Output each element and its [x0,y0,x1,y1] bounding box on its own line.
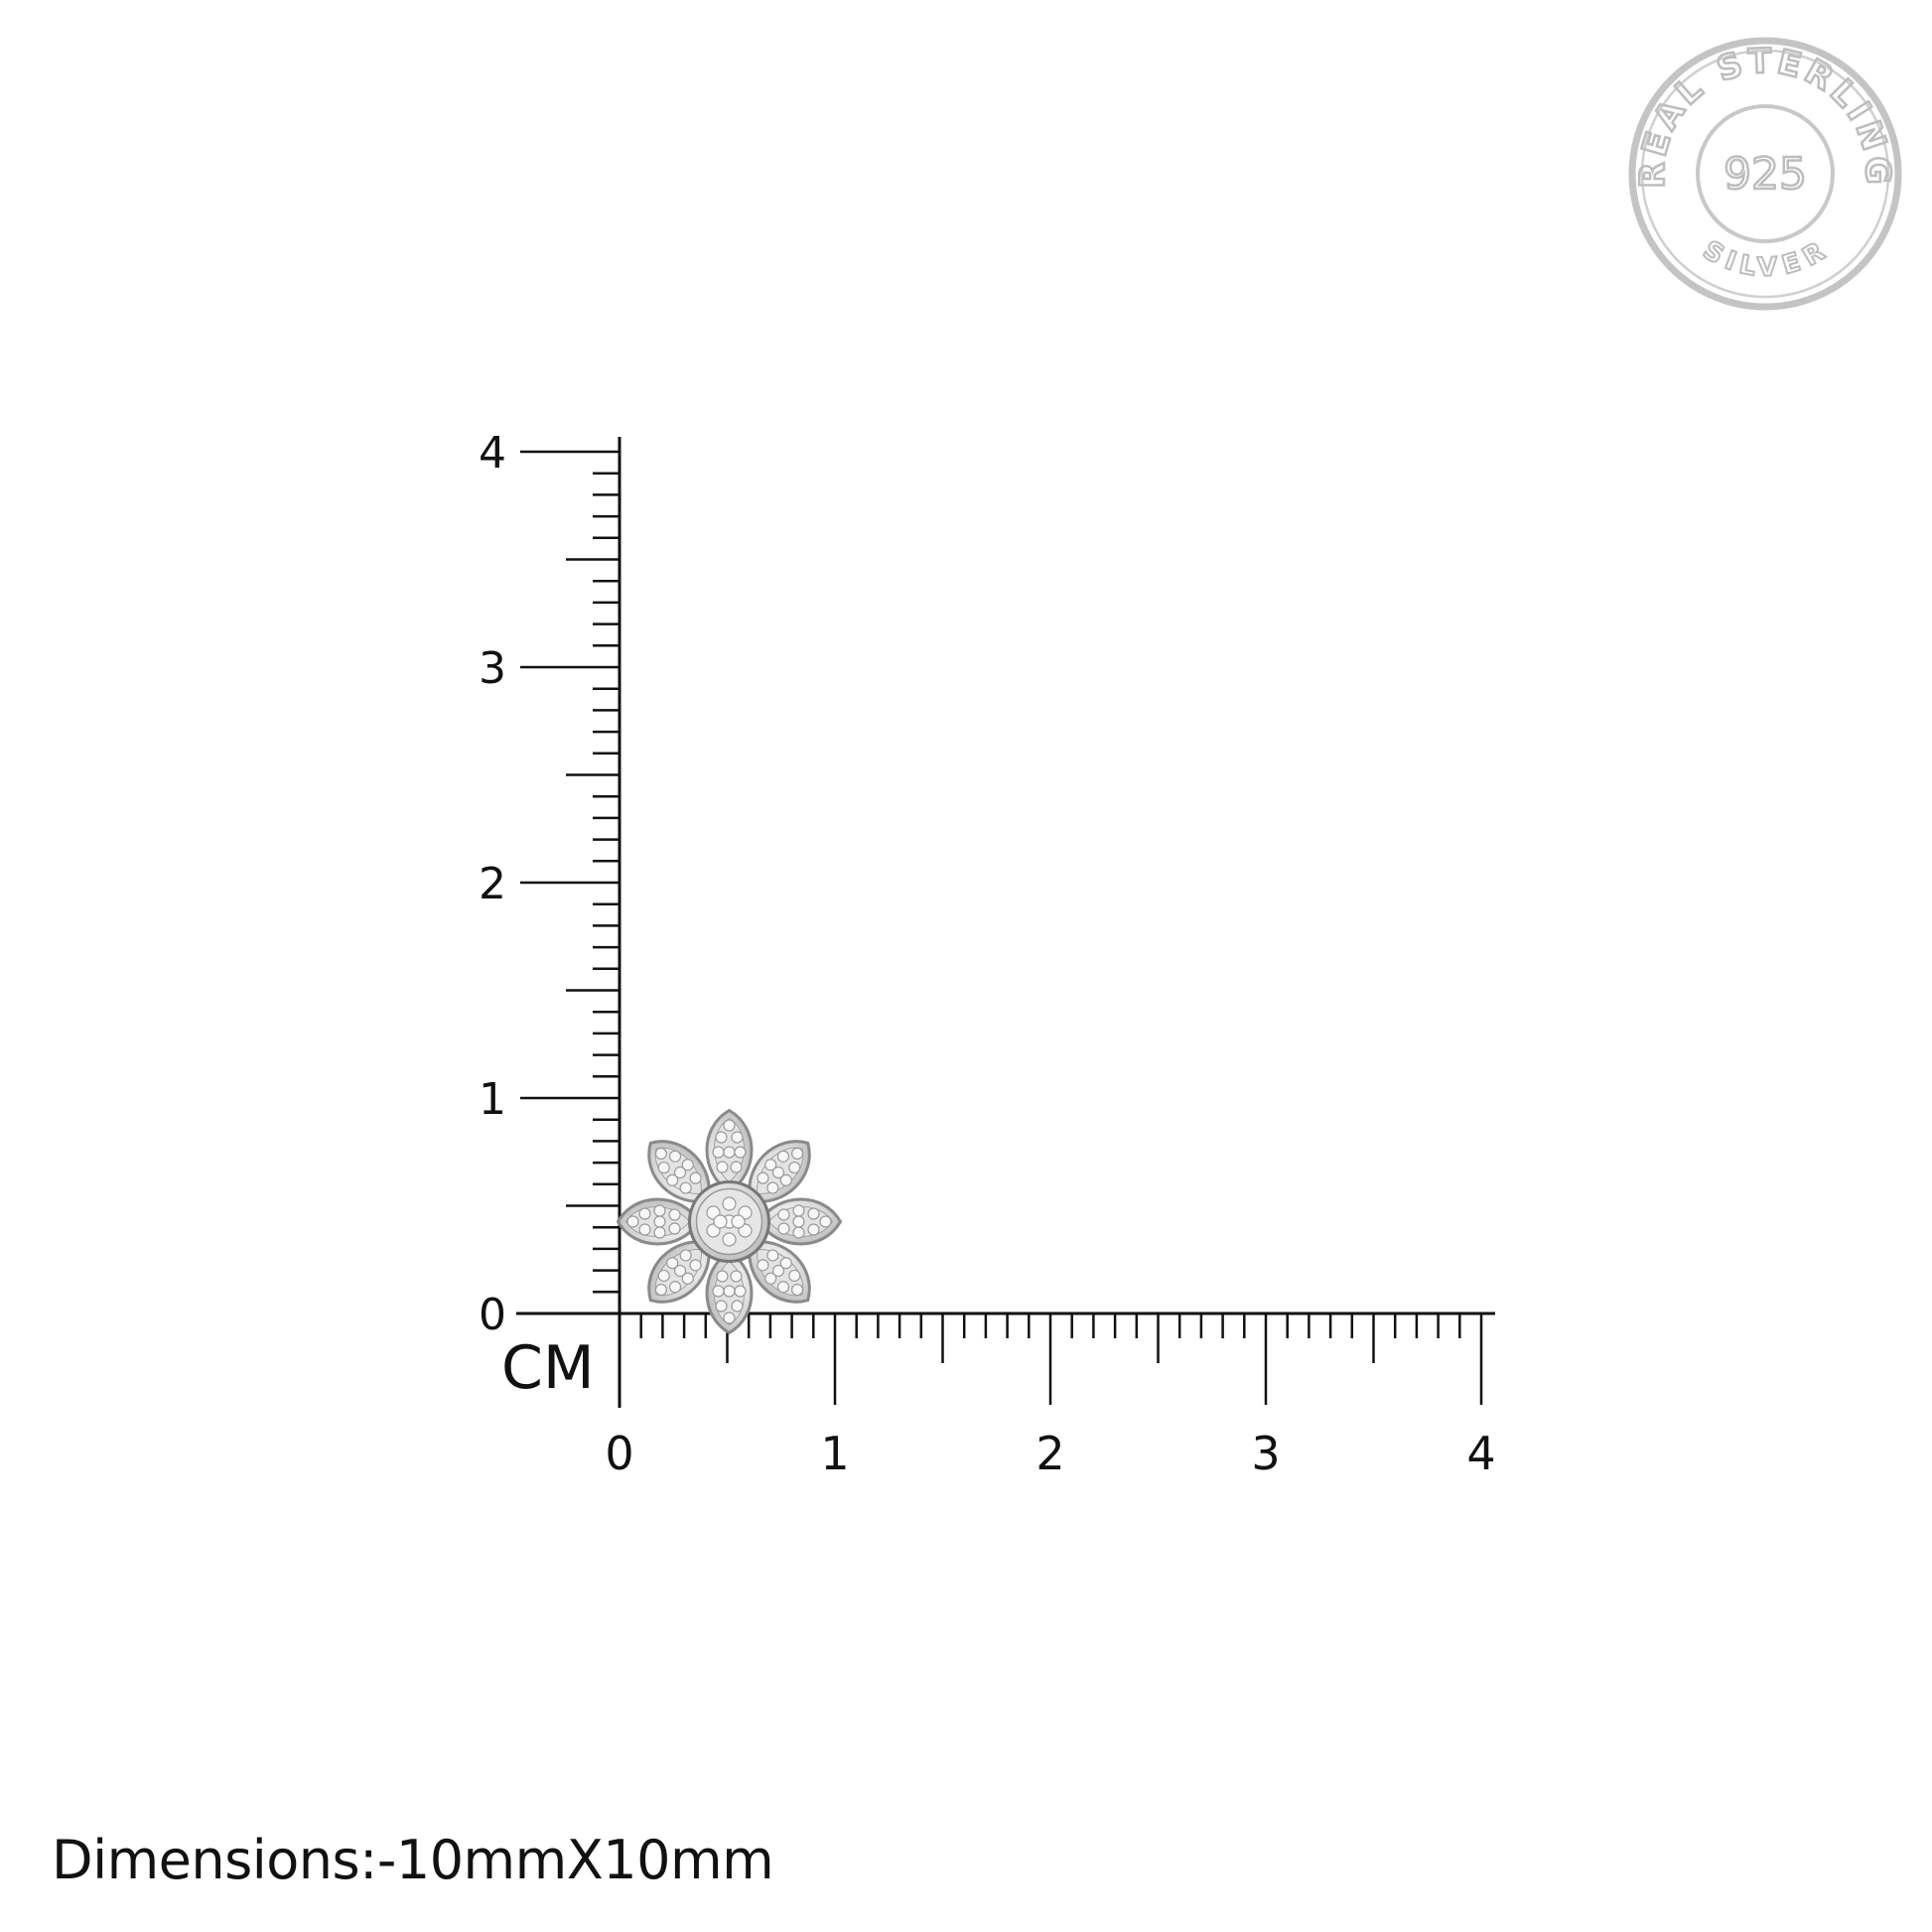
x-tick-label: 0 [605,1427,633,1480]
stone [807,1207,820,1220]
stone [716,1161,729,1173]
stone [731,1214,746,1229]
stone [668,1222,681,1235]
stone [790,1147,804,1161]
stone [657,1161,670,1174]
stone [657,1269,670,1283]
stone [715,1131,728,1144]
y-tick-label: 2 [479,859,506,909]
stone [757,1172,769,1184]
stone [654,1147,668,1161]
stone [792,1215,805,1228]
stone [653,1215,666,1228]
stone [626,1215,639,1228]
stone [654,1283,668,1297]
stone [689,1172,702,1184]
y-tick-label: 4 [479,428,506,479]
stone [731,1300,744,1312]
stone [722,1196,737,1211]
stone [715,1300,728,1312]
stone [734,1285,747,1298]
stone [730,1270,743,1283]
stone [776,1150,790,1163]
stamp-center-text: 925 [1724,149,1807,200]
stone [653,1204,666,1217]
stone [666,1257,679,1270]
stone [734,1146,747,1159]
petal [757,1197,843,1246]
stone [757,1259,769,1272]
stone [712,1285,725,1298]
stone [638,1223,651,1236]
stone [776,1281,790,1294]
stone [766,1181,779,1194]
petal [616,1197,702,1246]
stone [723,1146,736,1159]
stone [668,1208,681,1221]
y-tick-label: 1 [479,1074,506,1125]
stone [716,1270,729,1283]
stone [764,1272,777,1285]
sterling-silver-stamp: REAL STERLING 925 SILVER [1628,37,1902,311]
stone [722,1232,737,1247]
petal [705,1108,754,1194]
stone [723,1285,736,1298]
stone [653,1226,666,1239]
stone [790,1283,804,1297]
stone [668,1150,682,1163]
stone [638,1207,651,1220]
stone [792,1204,805,1217]
stone [788,1269,801,1283]
stone [668,1281,682,1294]
stone [689,1259,702,1272]
y-tick-label: 0 [479,1290,506,1340]
y-tick-label: 3 [479,643,506,694]
stone [723,1311,736,1324]
stone [712,1146,725,1159]
stone [731,1131,744,1144]
stone [679,1181,692,1194]
stone [730,1161,743,1173]
stone [792,1226,805,1239]
x-tick-label: 3 [1251,1427,1280,1480]
x-tick-label: 1 [820,1427,849,1480]
stone [723,1119,736,1132]
stone [788,1161,801,1174]
petal [647,1240,711,1304]
flower-earring-image [616,1108,843,1335]
stone [766,1249,779,1262]
cm-ruler: 0 1 2 3 4 0 1 2 3 4 CM [479,428,1496,1480]
petal [748,1240,811,1304]
x-tick-label: 2 [1035,1427,1064,1480]
unit-label: CM [501,1333,595,1403]
stone [777,1222,790,1235]
stone [819,1215,832,1228]
stone [681,1159,694,1172]
petal [748,1140,811,1203]
stone [679,1249,692,1262]
stone [807,1223,820,1236]
dimensions-caption: Dimensions:-10mmX10mm [52,1829,774,1891]
petal [705,1249,754,1335]
stone [777,1208,790,1221]
petal [647,1140,711,1203]
x-tick-label: 4 [1466,1427,1495,1480]
stone [779,1173,792,1186]
stone [713,1214,728,1229]
